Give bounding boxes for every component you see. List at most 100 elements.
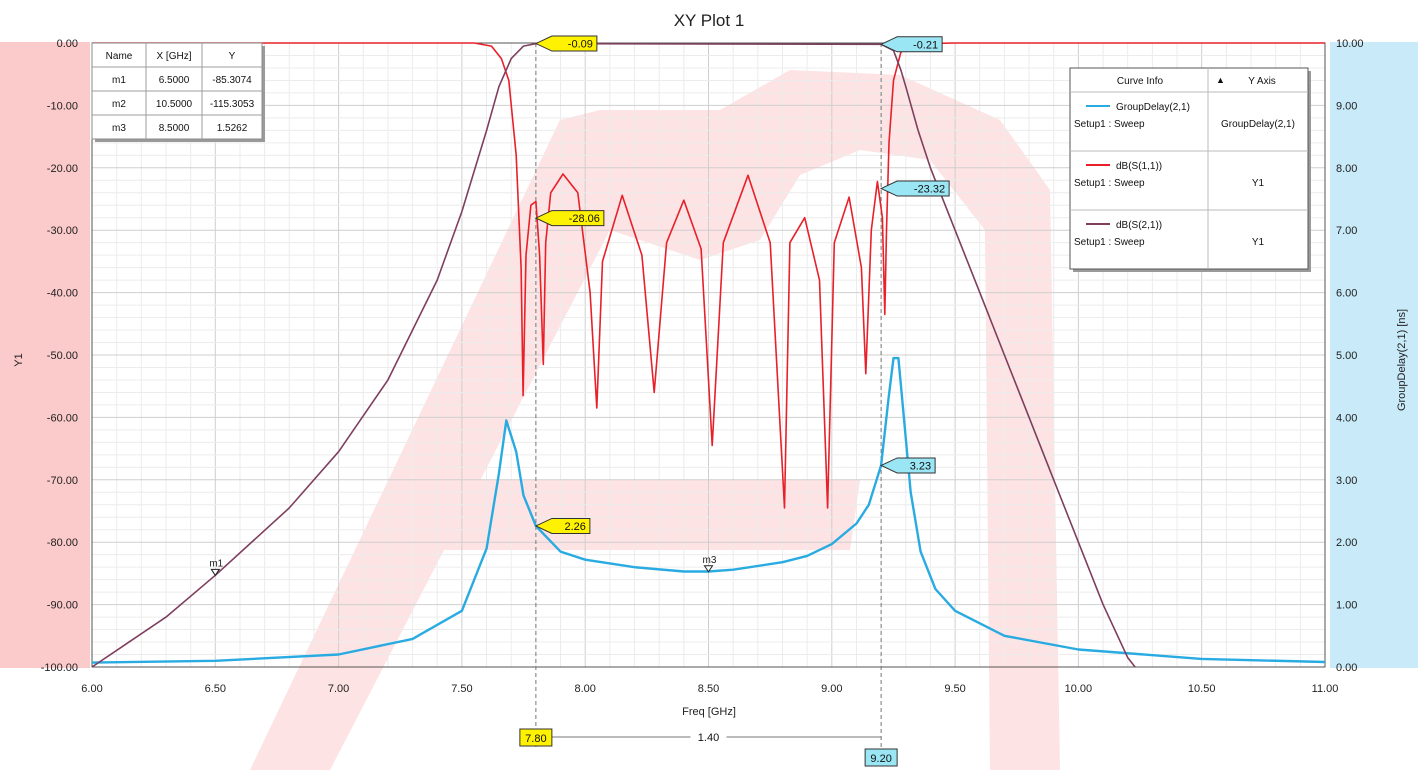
watermark-bar	[380, 480, 860, 550]
y-axis-label: Y1	[13, 353, 25, 366]
y-tick-label: -20.00	[47, 163, 78, 175]
callout-box	[534, 35, 598, 52]
callout-text: -0.21	[913, 39, 938, 51]
callout-box	[879, 457, 936, 474]
watermark-logo	[250, 70, 1060, 770]
table-cell-text: 10.5000	[156, 99, 193, 110]
callout-text: -23.32	[914, 184, 945, 196]
x-tick-label: 9.50	[944, 683, 965, 695]
y-tick-label: -60.00	[47, 412, 78, 424]
cursor-x-box	[864, 748, 898, 767]
plot-area	[91, 42, 1326, 668]
table-cell-text: m1	[112, 75, 126, 86]
callout--0.21: -0.21	[879, 36, 943, 53]
y-tick-label: -70.00	[47, 475, 78, 487]
watermark-shape	[250, 70, 1060, 770]
marker-table[interactable]: Name X [GHz] Ym1 6.5000 -85.3074 m2 10.5000 -11…	[91, 42, 265, 142]
callout-box	[879, 180, 950, 197]
x-tick-label: 9.00	[821, 683, 842, 695]
curve-info-legend[interactable]: Curve Info ▲ Y Axis GroupDelay(2,1) Setup1 :…	[1069, 67, 1311, 272]
x-tick-label: 7.50	[451, 683, 472, 695]
y-tick-label: -100.00	[41, 662, 78, 674]
legend-axis-value: GroupDelay(2,1)	[1221, 119, 1295, 130]
legend-frame	[1069, 67, 1309, 270]
marker-m3-label: m3	[703, 555, 717, 566]
y2-axis-label: GroupDelay(2,1) [ns]	[1396, 309, 1408, 411]
cursor-x-label: 9.20	[870, 753, 891, 765]
legend-setup: Setup1 : Sweep	[1074, 119, 1145, 130]
table-cell-text: -115.3053	[210, 99, 255, 110]
table-cell-text: 8.5000	[159, 123, 190, 134]
table-cell-text: 6.5000	[159, 75, 190, 86]
legend-setup: Setup1 : Sweep	[1074, 178, 1145, 189]
legend-axis-value: Y1	[1252, 178, 1265, 189]
y2-tick-label: 10.00	[1336, 38, 1364, 50]
callout-3.23: 3.23	[879, 457, 936, 474]
x-tick-label: 8.00	[574, 683, 595, 695]
callout-text: -0.09	[568, 39, 593, 51]
marker-m3-icon[interactable]	[703, 565, 714, 573]
x-tick-label: 10.50	[1188, 683, 1216, 695]
chart-title: XY Plot 1	[674, 11, 745, 30]
table-cell-text: m3	[112, 123, 126, 134]
callout-2.26: 2.26	[534, 517, 591, 534]
callout--28.06: -28.06	[534, 210, 605, 227]
x-tick-label: 6.50	[205, 683, 226, 695]
marker-m1-icon[interactable]	[210, 568, 221, 577]
x-axis-ticks: 6.00 6.50 7.00 7.50 8.00 8.50 9.00 9.50 10.00 10.…	[81, 683, 1338, 695]
y2-tick-label: 0.00	[1336, 662, 1357, 674]
y2-tick-label: 7.00	[1336, 225, 1357, 237]
right-axis-band	[1330, 42, 1418, 668]
cursor-x-labels: 1.40 7.80 9.20	[519, 728, 898, 767]
x-tick-label: 6.00	[81, 683, 102, 695]
legend-curve-name: dB(S(2,1))	[1116, 220, 1162, 231]
curve-groupdelay-2-1-	[91, 356, 1326, 664]
legend-curve-name: dB(S(1,1))	[1116, 161, 1162, 172]
curve-markers[interactable]: m1 m3	[209, 555, 717, 577]
delta-label: 1.40	[698, 732, 719, 744]
callout-box	[534, 210, 605, 227]
y-tick-label: -50.00	[47, 350, 78, 362]
table-cell-text: m2	[112, 99, 126, 110]
x-tick-label: 11.00	[1312, 683, 1339, 695]
callout-box	[534, 517, 591, 534]
x-tick-label: 8.50	[698, 683, 719, 695]
callout-text: 2.26	[564, 521, 585, 533]
legend-header-axis: Y Axis	[1248, 76, 1276, 87]
marker-m1-label: m1	[209, 558, 223, 569]
y2-tick-label: 3.00	[1336, 475, 1357, 487]
table-header: Name	[106, 51, 133, 62]
callout-text: 3.23	[910, 460, 931, 472]
legend-axis-value: Y1	[1252, 237, 1265, 248]
curve-db-s-1-1-	[92, 42, 1325, 509]
y-tick-label: -90.00	[47, 600, 78, 612]
table-cell	[201, 114, 263, 140]
y2-tick-label: 1.00	[1336, 600, 1357, 612]
y-tick-label: -40.00	[47, 288, 78, 300]
cursor-lines[interactable]	[535, 43, 882, 748]
cursor-x-label: 7.80	[525, 733, 546, 745]
table-header: Y	[229, 51, 236, 62]
x-axis-label: Freq [GHz]	[682, 706, 736, 718]
cursor-x-box	[519, 728, 553, 747]
y-axis-ticks: 0.00 -10.00 -20.00 -30.00 -40.00 -50.00 -60.00…	[41, 38, 78, 674]
y2-tick-label: 9.00	[1336, 100, 1357, 112]
y-tick-label: -10.00	[47, 100, 78, 112]
callout-text: -28.06	[569, 213, 600, 225]
sort-icon: ▲	[1216, 75, 1225, 85]
y-tick-label: 0.00	[57, 38, 78, 50]
x-tick-label: 10.00	[1065, 683, 1093, 695]
y2-tick-label: 2.00	[1336, 537, 1357, 549]
y2-tick-label: 8.00	[1336, 163, 1357, 175]
callout--23.32: -23.32	[879, 180, 950, 197]
legend-header-curve: Curve Info	[1117, 76, 1164, 87]
legend-curve-name: GroupDelay(2,1)	[1116, 102, 1190, 113]
delta-bg	[690, 729, 727, 745]
y2-axis-ticks: 10.00 9.00 8.00 7.00 6.00 5.00 4.00 3.00 2.00 1.0…	[1336, 38, 1364, 674]
value-callouts: -0.09 -28.06 2.26 -0.21 -23.32 3.23	[534, 35, 950, 534]
callout--0.09: -0.09	[534, 35, 598, 52]
left-axis-band	[0, 42, 90, 668]
table-header: X [GHz]	[156, 51, 191, 62]
y-tick-label: -30.00	[47, 225, 78, 237]
